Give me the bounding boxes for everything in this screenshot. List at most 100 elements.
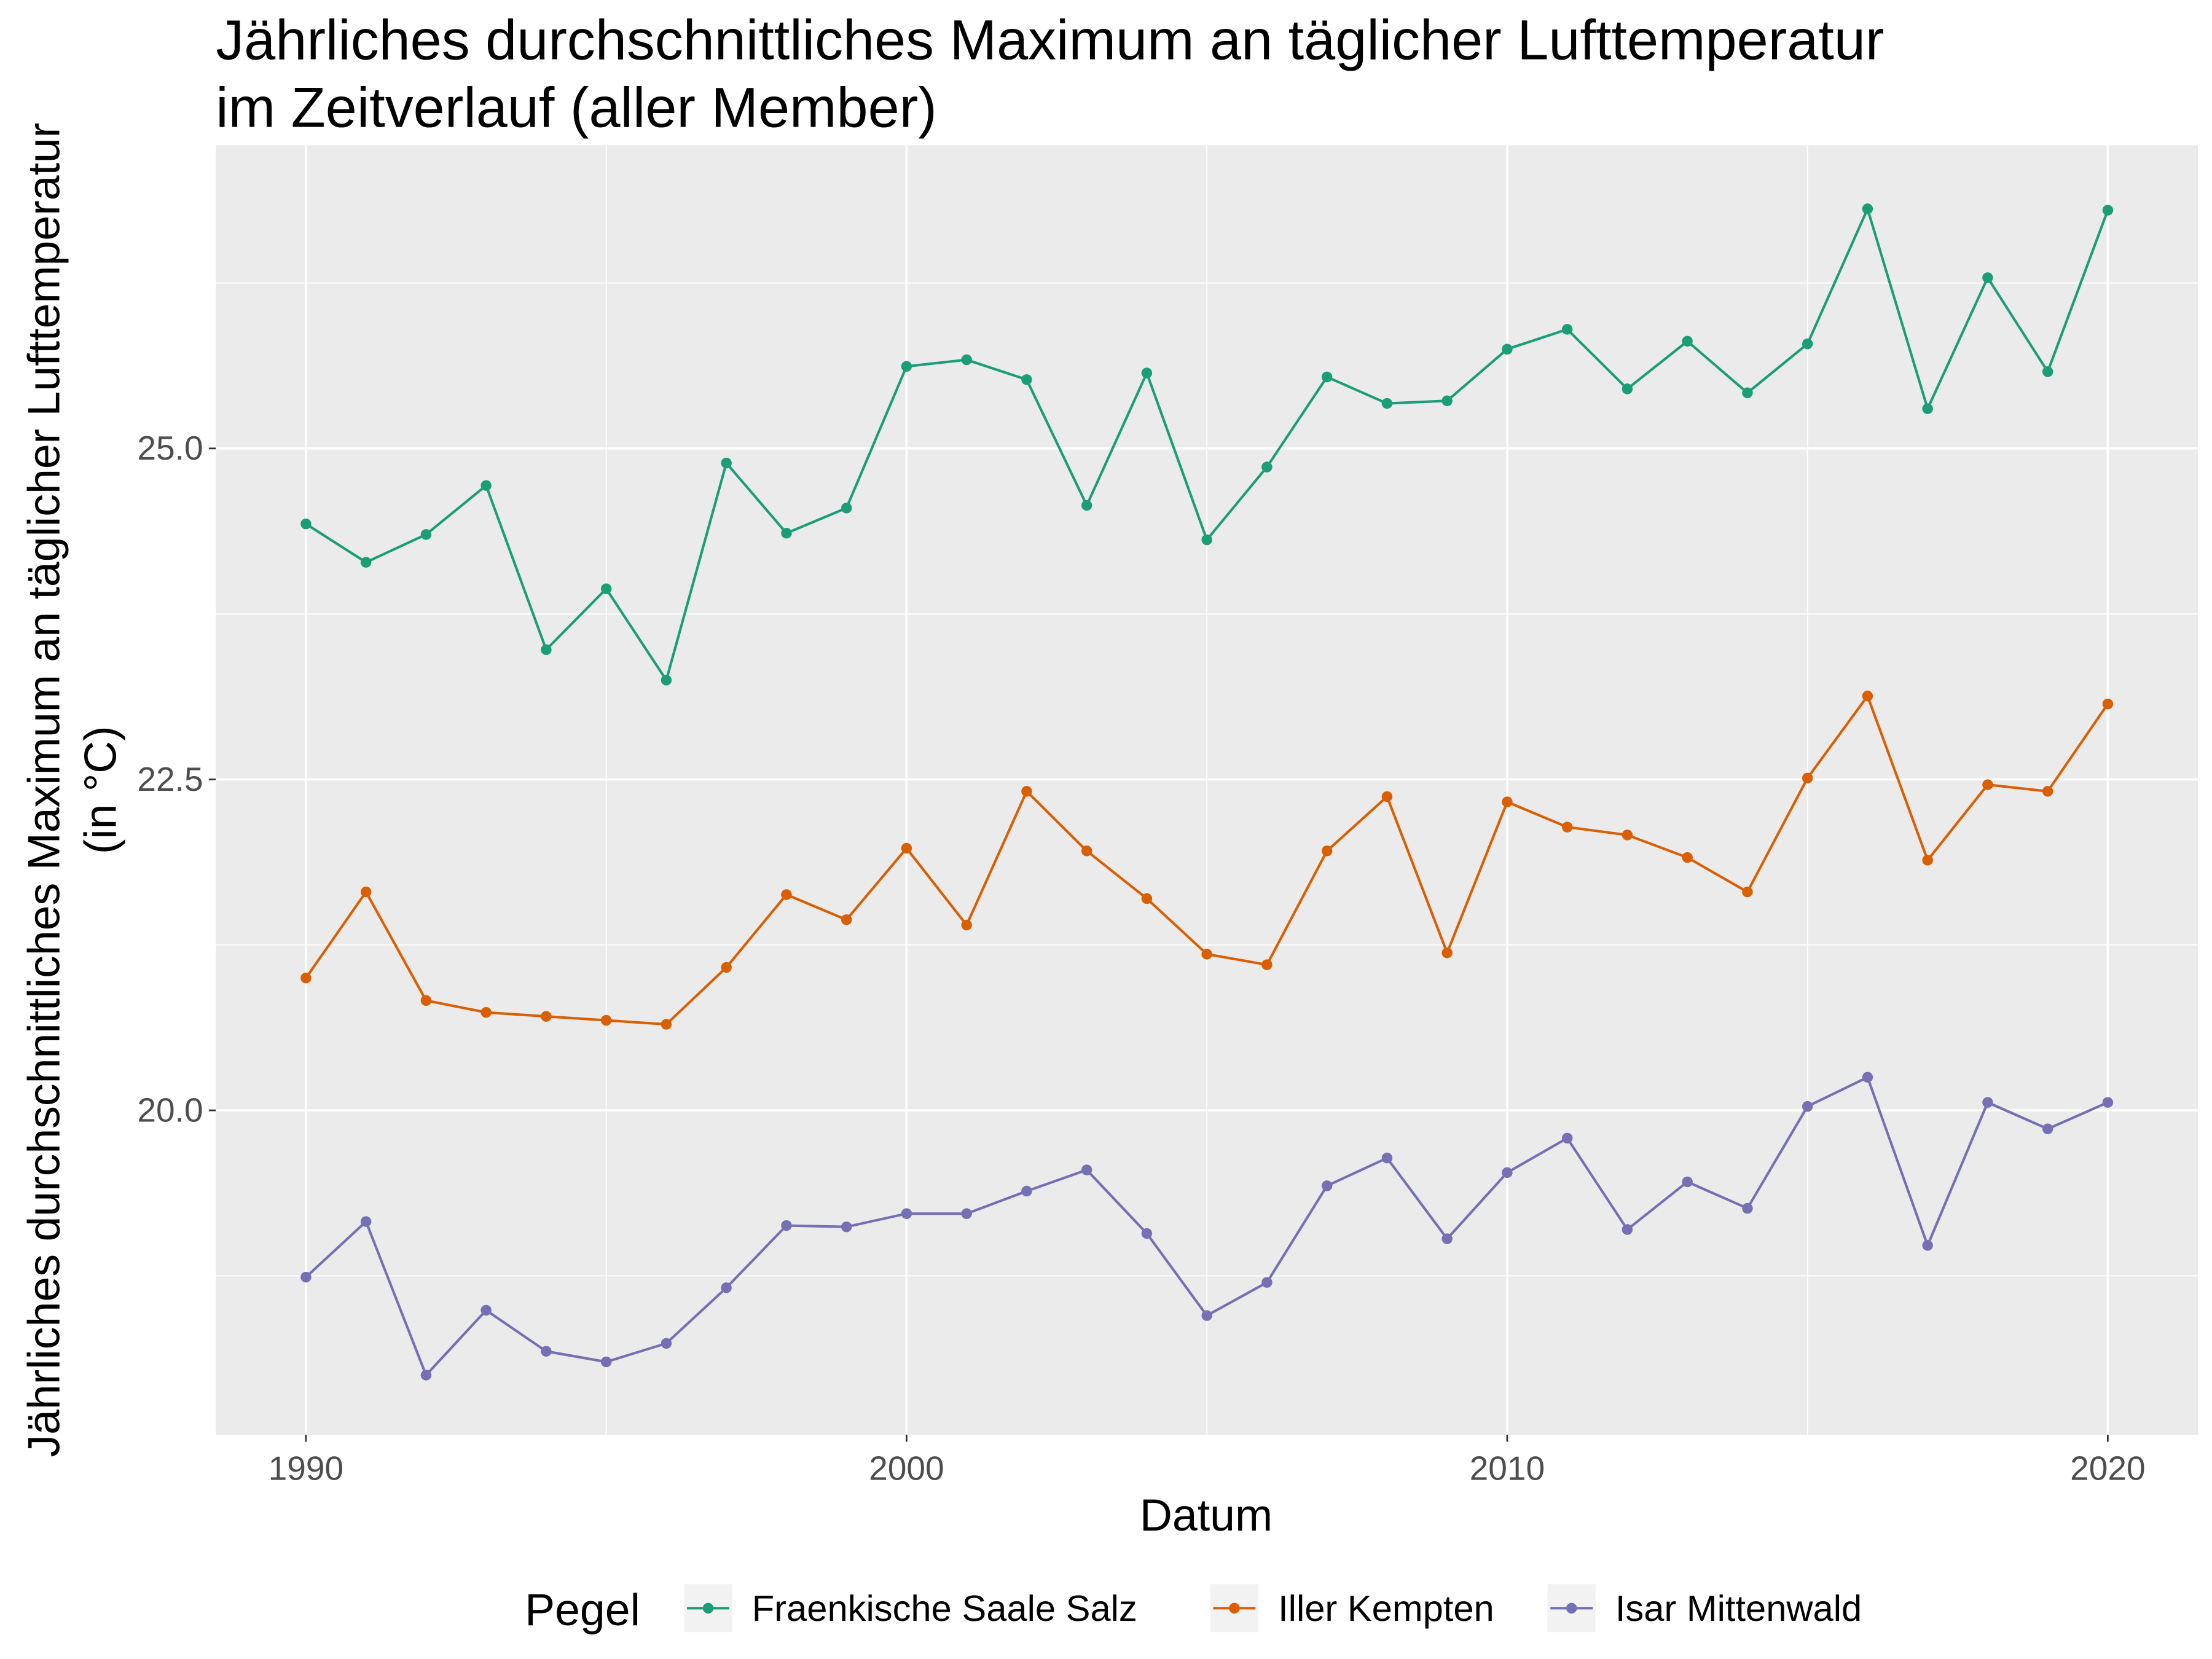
data-point [1802,772,1813,784]
data-point [600,1356,612,1368]
y-tick-label: 22.5 [137,760,203,798]
data-point [1982,272,1993,283]
data-point [1922,1240,1933,1251]
data-point [1982,1097,1993,1108]
data-point [1021,374,1032,385]
data-point [420,1370,432,1381]
data-point [961,1208,972,1219]
data-point [1502,1167,1513,1179]
series [300,1072,2114,1381]
data-point [781,889,792,900]
data-point [1141,367,1153,378]
data-point [1261,461,1273,473]
data-point [1321,371,1333,383]
data-point [2102,698,2114,710]
data-point [2042,1123,2053,1134]
data-point [1381,791,1393,802]
data-point [1081,1164,1092,1175]
data-point [1441,947,1453,959]
data-point [1561,1132,1573,1144]
data-point [1261,959,1273,970]
data-point [721,1282,732,1293]
data-point [1141,893,1153,904]
legend-label: Iller Kempten [1278,1588,1494,1629]
data-point [1441,1233,1453,1244]
data-point [2042,786,2053,797]
data-point [1622,383,1633,394]
data-point [541,1011,552,1022]
data-point [480,1304,492,1316]
data-point [2042,366,2053,377]
y-axis-title: (in °C) [74,726,125,854]
data-point [1982,779,1993,790]
data-point [721,457,732,469]
data-point [1682,1176,1693,1188]
legend-label: Fraenkische Saale Salz [752,1588,1137,1629]
data-point [841,503,852,514]
x-axis-title: Datum [1140,1489,1273,1540]
data-point [1321,845,1333,857]
data-point [480,480,492,491]
chart-title: Jährliches durchschnittliches Maximum an… [216,9,1884,71]
data-point [300,1271,312,1283]
x-tick-label: 2020 [2070,1449,2146,1487]
data-point [360,1216,372,1227]
y-tick-label: 20.0 [137,1091,203,1129]
data-point [1502,796,1513,807]
data-point [1802,338,1813,350]
data-point [1381,1152,1393,1164]
data-point [480,1006,492,1018]
series [300,691,2114,1030]
data-point [1201,534,1212,546]
data-point [1321,1180,1333,1191]
data-point [1441,395,1453,407]
data-point [1742,886,1753,898]
data-point [721,962,732,973]
data-point [1081,500,1092,511]
grid [216,145,2198,1435]
data-point [841,1221,852,1233]
data-point [541,1346,552,1357]
data-point [420,995,432,1006]
data-point [841,914,852,925]
data-point [1922,403,1933,414]
legend-key-point [1229,1602,1240,1614]
data-point [1862,203,1873,214]
legend-label: Isar Mittenwald [1615,1588,1862,1629]
data-point [600,583,612,594]
data-point [300,972,312,984]
data-point [1261,1277,1273,1288]
x-tick-label: 1990 [269,1449,344,1487]
data-point [1622,1224,1633,1235]
legend-key-point [1566,1602,1577,1614]
data-point [661,1338,672,1349]
data-point [1381,398,1393,409]
data-point [1862,691,1873,702]
data-point [1922,855,1933,866]
y-axis-title: Jährliches durchschnittliches Maximum an… [18,123,69,1457]
data-point [420,529,432,540]
x-tick-label: 2010 [1470,1449,1545,1487]
data-point [1081,845,1092,857]
data-point [781,528,792,539]
data-point [1201,949,1212,960]
data-point [1502,343,1513,355]
x-tick-label: 2000 [869,1449,944,1487]
data-point [360,886,372,898]
data-point [901,842,912,854]
data-point [1742,1202,1753,1214]
data-point [2102,205,2114,216]
data-point [661,675,672,686]
legend-key-point [702,1602,714,1614]
data-point [661,1019,672,1030]
series [300,203,2114,686]
data-point [1201,1310,1212,1321]
data-point [541,644,552,656]
data-point [360,557,372,568]
data-point [1021,786,1032,797]
data-point [300,518,312,530]
data-point [961,919,972,931]
data-point [1682,852,1693,863]
